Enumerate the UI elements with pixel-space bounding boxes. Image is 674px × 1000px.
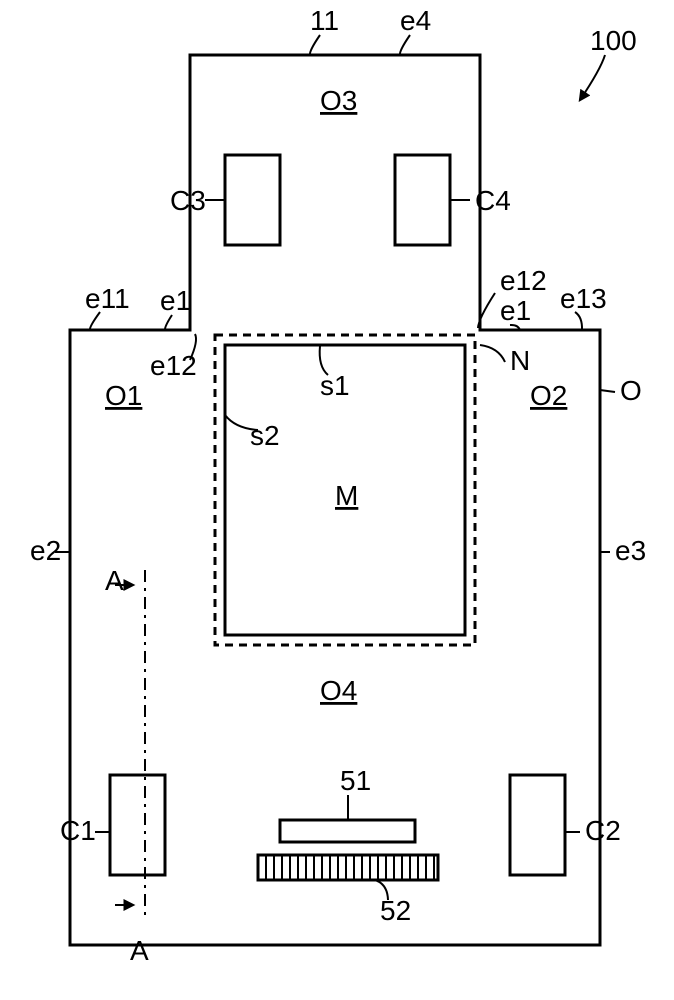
label-O3: O3 (320, 85, 357, 116)
label-C4: C4 (475, 185, 511, 216)
leader-O (600, 390, 615, 392)
component-52-hatch (258, 855, 434, 880)
label-e12b: e12 (500, 265, 547, 296)
leader-e13 (575, 312, 582, 330)
label-e11: e11 (85, 283, 130, 314)
label-l52: 52 (380, 895, 411, 926)
label-e4: e4 (400, 5, 431, 36)
label-s2: s2 (250, 420, 280, 451)
leader-e1a (165, 315, 172, 330)
label-O4: O4 (320, 675, 357, 706)
label-O: O (620, 375, 642, 406)
label-Abot: A (130, 935, 149, 966)
label-C1: C1 (60, 815, 96, 846)
label-N: N (510, 345, 530, 376)
leader-e4 (400, 35, 410, 55)
leader-ref11 (310, 35, 320, 55)
label-e1b: e1 (500, 295, 531, 326)
label-e2: e2 (30, 535, 61, 566)
label-e3: e3 (615, 535, 646, 566)
leader-ref100 (580, 55, 605, 100)
label-C2: C2 (585, 815, 621, 846)
label-l51: 51 (340, 765, 371, 796)
label-e1a: e1 (160, 285, 191, 316)
box-c1 (110, 775, 165, 875)
label-C3: C3 (170, 185, 206, 216)
label-ref11: 11 (310, 5, 339, 36)
label-Atop: A (105, 565, 124, 596)
label-e12a: e12 (150, 350, 197, 381)
box-c3 (225, 155, 280, 245)
label-O2: O2 (530, 380, 567, 411)
label-M: M (335, 480, 358, 511)
leader-N (480, 345, 505, 362)
label-s1: s1 (320, 370, 350, 401)
label-e13: e13 (560, 283, 607, 314)
component-51 (280, 820, 415, 842)
label-ref100: 100 (590, 25, 637, 56)
leader-e11 (90, 312, 100, 330)
box-c4 (395, 155, 450, 245)
label-O1: O1 (105, 380, 142, 411)
box-c2 (510, 775, 565, 875)
